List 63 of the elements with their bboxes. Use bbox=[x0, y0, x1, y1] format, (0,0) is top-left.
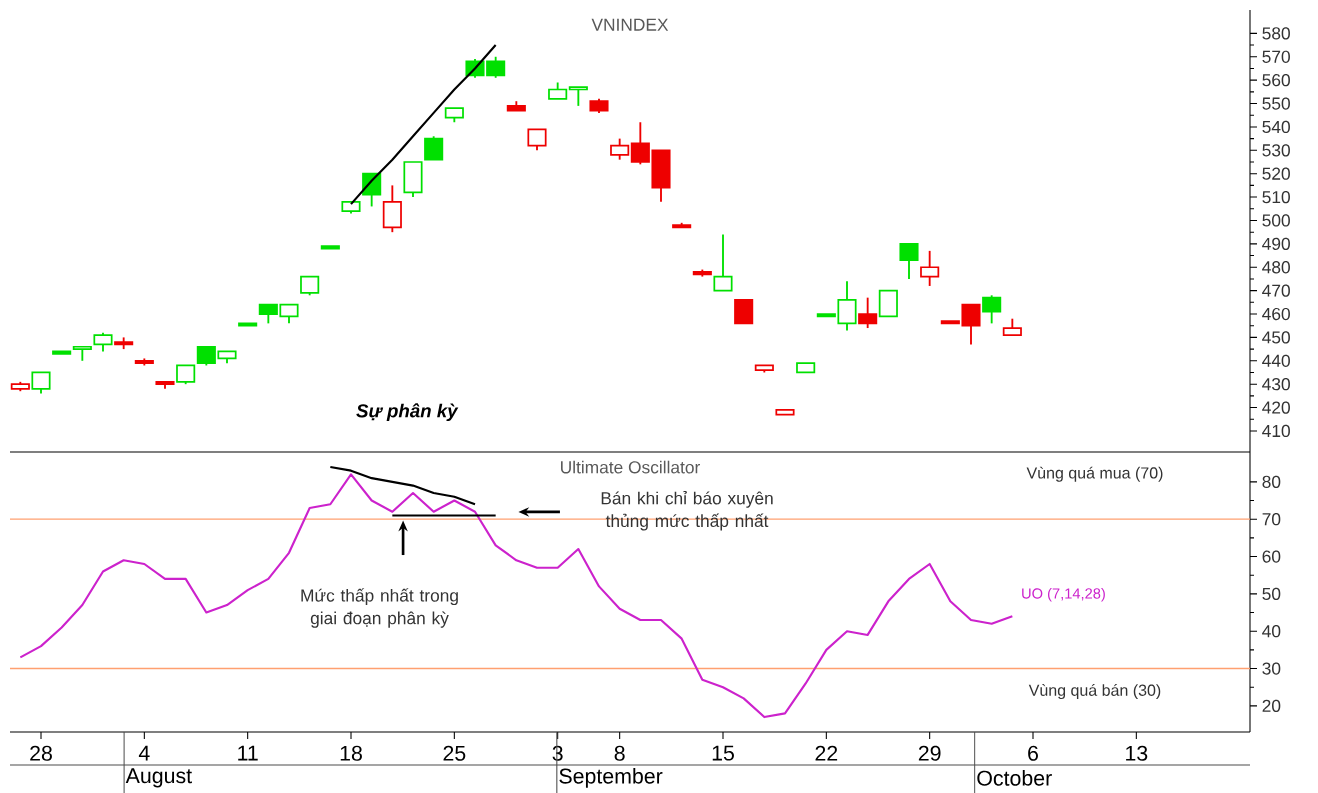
x-tick-label: 13 bbox=[1126, 745, 1148, 761]
series-label: UO (7,14,28) bbox=[1022, 587, 1105, 602]
y-tick-label: 80 bbox=[1262, 475, 1281, 488]
candlestick bbox=[93, 331, 113, 353]
x-tick-label: 15 bbox=[712, 745, 734, 761]
y-tick-label: 410 bbox=[1262, 424, 1290, 438]
y-tick-label: 60 bbox=[1262, 550, 1281, 563]
chart-title: VNINDEX bbox=[591, 18, 669, 31]
y-tick-label: 430 bbox=[1262, 378, 1290, 391]
y-tick-label: 560 bbox=[1262, 74, 1290, 87]
y-tick-label: 70 bbox=[1262, 513, 1281, 526]
y-tick-label: 570 bbox=[1262, 50, 1290, 63]
y-tick-label: 580 bbox=[1262, 27, 1290, 40]
candlestick bbox=[568, 86, 588, 107]
y-tick-label: 500 bbox=[1262, 214, 1290, 227]
x-tick-label: 25 bbox=[443, 745, 466, 761]
y-tick-label: 540 bbox=[1262, 120, 1290, 134]
line-series bbox=[19, 473, 1014, 719]
x-tick-label: 28 bbox=[30, 745, 52, 761]
y-tick-label: 440 bbox=[1262, 354, 1290, 367]
y-tick-label: 550 bbox=[1262, 97, 1290, 110]
y-tick-label: 20 bbox=[1262, 699, 1281, 712]
y-tick-label: 50 bbox=[1262, 587, 1281, 600]
candlestick bbox=[610, 137, 630, 161]
y-tick-label: 510 bbox=[1262, 190, 1290, 204]
x-tick-label: 11 bbox=[238, 745, 258, 761]
annotation: Mức thấp nhất trong giai đoạn phân kỳ bbox=[301, 588, 458, 628]
annotation: Sự phân kỳ bbox=[356, 403, 459, 422]
candlestick bbox=[734, 299, 754, 325]
y-tick-label: 40 bbox=[1262, 625, 1281, 638]
x-tick-label: 29 bbox=[918, 745, 941, 761]
y-tick-label: 450 bbox=[1262, 331, 1290, 344]
candlestick bbox=[920, 249, 940, 287]
y-tick-label: 420 bbox=[1262, 401, 1290, 414]
y-tick-label: 480 bbox=[1262, 261, 1290, 274]
text: August bbox=[125, 768, 192, 788]
line-series bbox=[349, 44, 497, 206]
candlestick bbox=[982, 294, 1002, 325]
y-tick-label: 470 bbox=[1262, 284, 1290, 297]
candlestick bbox=[858, 296, 878, 329]
ref-line-label: Vùng quá mua (70) bbox=[1026, 466, 1163, 482]
candlestick bbox=[713, 233, 733, 292]
annotation: Bán khi chỉ báo xuyên thủng mức thấp nhất bbox=[601, 491, 773, 531]
y-tick-label: 460 bbox=[1262, 307, 1290, 321]
x-tick-label: 8 bbox=[614, 745, 625, 761]
x-tick-label: 18 bbox=[340, 745, 362, 761]
y-tick-label: 530 bbox=[1262, 144, 1290, 157]
chart-title: Ultimate Oscillator bbox=[561, 460, 700, 474]
text: October bbox=[977, 770, 1052, 786]
y-tick-label: 30 bbox=[1262, 662, 1281, 675]
y-tick-label: 520 bbox=[1262, 167, 1290, 180]
x-tick-label: 4 bbox=[138, 745, 150, 761]
candlestick bbox=[424, 135, 444, 161]
ref-line-label: Vùng quá bán (30) bbox=[1028, 683, 1161, 700]
candlestick bbox=[899, 242, 919, 280]
x-tick-label: 22 bbox=[815, 745, 838, 761]
text: September bbox=[559, 767, 663, 788]
x-tick-label: 6 bbox=[1028, 745, 1038, 761]
x-tick-label: 3 bbox=[552, 745, 563, 761]
y-tick-label: 490 bbox=[1262, 237, 1290, 250]
candlestick bbox=[527, 128, 547, 152]
candlestick bbox=[300, 275, 320, 297]
candlestick bbox=[176, 364, 196, 386]
